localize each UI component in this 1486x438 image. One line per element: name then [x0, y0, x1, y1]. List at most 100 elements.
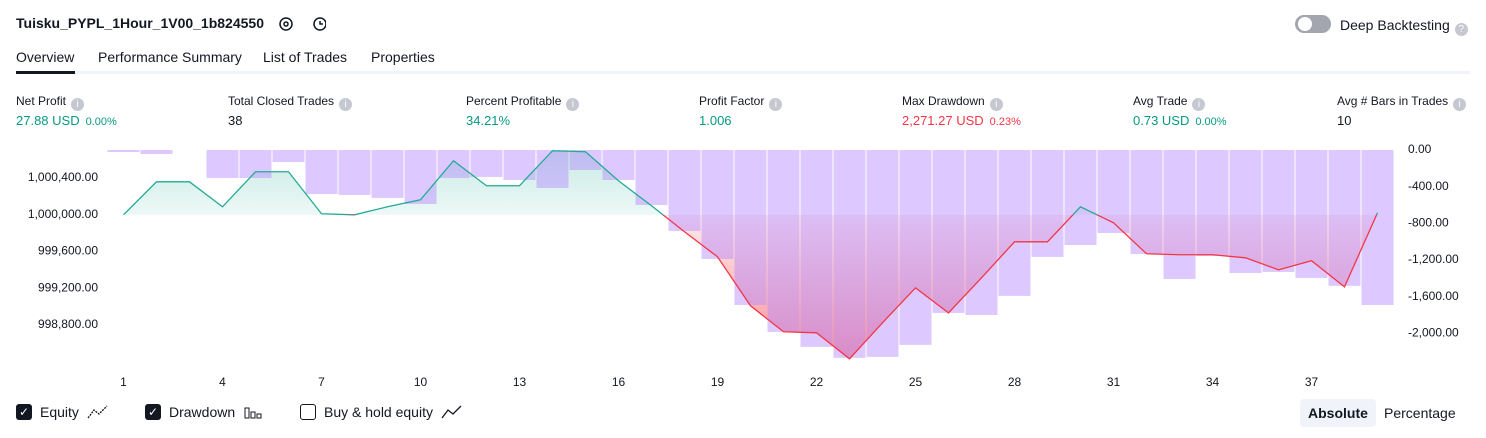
- drawdown-bar: [734, 150, 767, 305]
- chart: 998,800.00 999,200.00 999,600.00 1,000,000.…: [28, 142, 1459, 389]
- metric-value-text: 2,271.27 USD: [902, 113, 984, 128]
- drawdown-bar: [305, 150, 338, 195]
- drawdown-bar: [338, 150, 371, 195]
- drawdown-bar: [206, 150, 239, 178]
- mode-button[interactable]: Percentage: [1384, 405, 1456, 421]
- alert-icon-hand: [319, 21, 323, 25]
- x-tick-label: 25: [909, 375, 923, 389]
- drawdown-bar: [1262, 150, 1295, 272]
- drawdown-bar: [140, 150, 173, 155]
- info-icon: i: [1192, 98, 1206, 111]
- strategy-title: Tuisku_PYPL_1Hour_1V00_1b824550: [16, 15, 264, 31]
- metric-value-text: 10: [1337, 113, 1352, 128]
- y2-tick-label: 0.00: [1408, 142, 1432, 156]
- drawdown-bar: [800, 150, 833, 347]
- x-tick-label: 22: [810, 375, 824, 389]
- drawdown-bar: [668, 150, 701, 231]
- legend-toggle[interactable]: ✓ Drawdown: [145, 404, 265, 420]
- drawdown-bar: [899, 150, 932, 345]
- drawdown-bar: [107, 150, 140, 153]
- drawdown-bar: [404, 150, 437, 205]
- drawdown-bar: [965, 150, 998, 315]
- metric-label: Max Drawdown i: [902, 94, 1003, 111]
- drawdown-bar: [239, 150, 272, 178]
- settings-icon[interactable]: [279, 17, 293, 31]
- legend-icon: [244, 407, 262, 419]
- alert-icon[interactable]: [313, 17, 326, 31]
- tab[interactable]: Overview: [16, 49, 75, 65]
- y2-tick-label: -800.00: [1408, 216, 1449, 230]
- x-tick-label: 10: [414, 375, 428, 389]
- drawdown-bar: [1163, 150, 1196, 279]
- mode-button[interactable]: Absolute: [1300, 399, 1376, 427]
- x-tick-label: 16: [612, 375, 626, 389]
- metric-label-text: Profit Factor: [699, 94, 765, 108]
- metric-label: Net Profit i: [16, 94, 85, 111]
- y-tick-label: 999,600.00: [38, 244, 98, 258]
- tab[interactable]: List of Trades: [263, 49, 348, 65]
- x-tick-label: 1: [120, 375, 127, 389]
- info-icon: i: [71, 98, 85, 111]
- legend-label: Equity: [40, 404, 79, 420]
- legend-toggle[interactable]: ✓ Equity: [16, 404, 109, 420]
- legend-icon: [441, 405, 462, 419]
- metric-percent: 0.23%: [989, 116, 1021, 128]
- metric-label: Profit Factor i: [699, 94, 783, 111]
- drawdown-bar: [833, 150, 866, 358]
- drawdown-bar: [1361, 150, 1394, 305]
- equity-area: [123, 150, 1378, 359]
- drawdown-bar: [371, 150, 404, 198]
- drawdown-bar: [866, 150, 899, 357]
- legend-icon: [87, 405, 108, 419]
- active-tab-underline: [16, 71, 75, 74]
- drawdown-bar: [536, 150, 569, 188]
- metric-label-text: Total Closed Trades: [228, 94, 335, 108]
- checkbox: ✓: [145, 404, 161, 420]
- metric-value-text: 38: [228, 113, 243, 128]
- metric-label-text: Avg Trade: [1133, 94, 1188, 108]
- metric-label: Percent Profitable i: [466, 94, 580, 111]
- info-icon: i: [769, 98, 783, 111]
- drawdown-bar: [503, 150, 536, 180]
- drawdown-bar: [1031, 150, 1064, 257]
- drawdown-bar: [470, 150, 503, 177]
- metric-value: 27.88 USD 0.00%: [16, 113, 117, 128]
- x-tick-label: 7: [318, 375, 325, 389]
- tab[interactable]: Properties: [371, 49, 435, 65]
- toggle-label: Deep Backtesting?: [1340, 17, 1468, 36]
- info-icon: i: [989, 98, 1003, 111]
- toggle-knob: [1298, 17, 1312, 31]
- metric-value-text: 1.006: [699, 113, 732, 128]
- metric-value-text: 34.21%: [466, 113, 511, 128]
- drawdown-bar: [602, 150, 635, 180]
- y-tick-label: 1,000,400.00: [28, 170, 98, 184]
- metric-value-text: 0.73 USD: [1133, 113, 1190, 128]
- x-tick-label: 13: [513, 375, 527, 389]
- x-tick-label: 37: [1305, 375, 1319, 389]
- settings-icon-core: [283, 21, 289, 27]
- drawdown-bar: [1130, 150, 1163, 254]
- metric-value: 34.21%: [466, 113, 510, 128]
- y-tick-label: 998,800.00: [38, 317, 98, 331]
- drawdown-bar: [701, 150, 734, 259]
- drawdown-bar: [1196, 150, 1229, 256]
- metric-label-text: Net Profit: [16, 94, 67, 108]
- drawdown-bar: [1064, 150, 1097, 246]
- y-tick-label: 1,000,000.00: [28, 207, 98, 221]
- x-tick-label: 31: [1107, 375, 1121, 389]
- x-tick-label: 19: [711, 375, 725, 389]
- metric-label-text: Avg # Bars in Trades: [1337, 94, 1449, 108]
- drawdown-bar: [932, 150, 965, 313]
- metric-value-text: 27.88 USD: [16, 113, 80, 128]
- drawdown-bar: [1097, 150, 1130, 233]
- metric-label: Avg Trade i: [1133, 94, 1206, 111]
- legend-label: Buy & hold equity: [324, 404, 433, 420]
- drawdown-bar: [767, 150, 800, 332]
- info-icon: ?: [1454, 23, 1468, 36]
- y2-tick-label: -400.00: [1408, 179, 1449, 193]
- deep-backtesting-toggle[interactable]: [1294, 13, 1334, 35]
- tab[interactable]: Performance Summary: [98, 49, 242, 65]
- legend-toggle[interactable]: Buy & hold equity: [300, 404, 463, 420]
- drawdown-bar: [569, 150, 602, 170]
